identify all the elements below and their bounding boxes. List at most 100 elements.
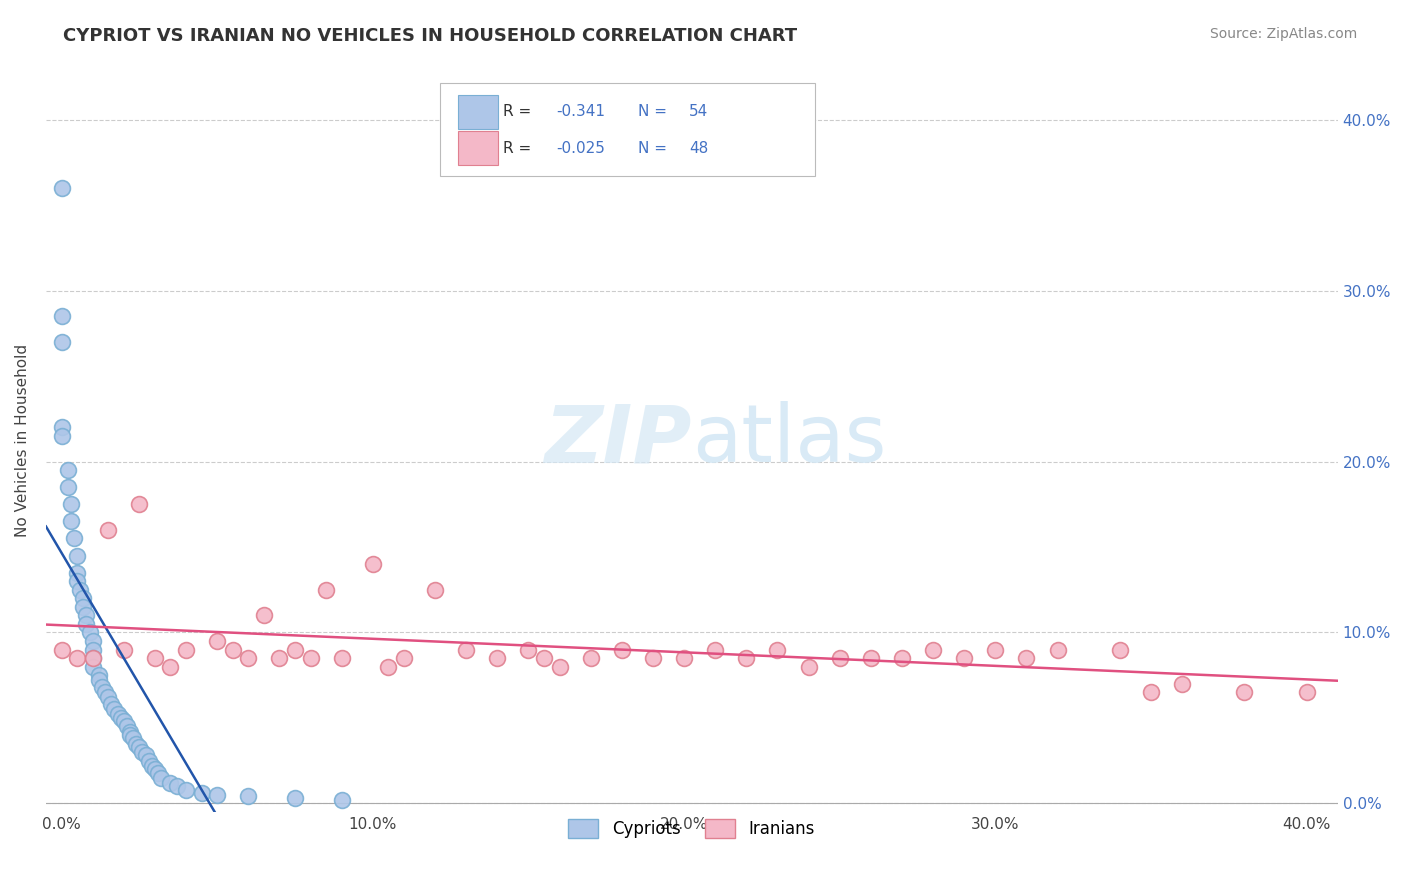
Point [141, 758, 163, 772]
Point [423, 582, 446, 597]
Point [91, 680, 114, 694]
Point [100, 697, 122, 711]
Point [922, 642, 945, 657]
Point [82, 642, 104, 657]
Point [56, 480, 79, 494]
Point [51, 181, 73, 195]
Point [222, 642, 245, 657]
Point [673, 651, 696, 665]
Text: -0.341: -0.341 [557, 104, 605, 120]
Point [72, 591, 94, 606]
Point [315, 582, 337, 597]
FancyBboxPatch shape [458, 95, 498, 128]
Point [533, 651, 555, 665]
Point [190, 786, 212, 800]
Text: CYPRIOT VS IRANIAN NO VEHICLES IN HOUSEHOLD CORRELATION CHART: CYPRIOT VS IRANIAN NO VEHICLES IN HOUSEH… [63, 27, 797, 45]
Point [159, 659, 181, 673]
Point [128, 739, 150, 754]
Point [51, 334, 73, 349]
Point [82, 659, 104, 673]
Point [138, 754, 160, 768]
Point [66, 566, 89, 580]
FancyBboxPatch shape [440, 83, 814, 177]
Point [361, 557, 384, 571]
Point [641, 651, 664, 665]
Point [125, 737, 148, 751]
Point [828, 651, 851, 665]
Point [456, 642, 478, 657]
Point [87, 673, 110, 688]
Point [51, 642, 73, 657]
Point [79, 625, 101, 640]
Point [103, 702, 125, 716]
Point [107, 707, 129, 722]
Point [859, 651, 882, 665]
Text: N =: N = [637, 141, 672, 155]
Point [118, 724, 141, 739]
Point [610, 642, 633, 657]
Point [122, 731, 145, 746]
Point [1233, 685, 1256, 699]
FancyBboxPatch shape [458, 131, 498, 165]
Point [797, 659, 820, 673]
Point [984, 642, 1007, 657]
Point [205, 634, 228, 648]
Point [253, 608, 276, 623]
Point [66, 651, 89, 665]
Point [1015, 651, 1038, 665]
Point [548, 659, 571, 673]
Point [75, 608, 97, 623]
Point [110, 711, 132, 725]
Point [517, 642, 540, 657]
Point [1108, 642, 1130, 657]
Point [704, 642, 727, 657]
Point [392, 651, 415, 665]
Point [118, 728, 141, 742]
Point [66, 574, 89, 589]
Point [143, 651, 166, 665]
Point [51, 429, 73, 443]
Point [238, 651, 260, 665]
Text: atlas: atlas [692, 401, 886, 479]
Point [330, 793, 353, 807]
Point [735, 651, 758, 665]
Point [269, 651, 291, 665]
Point [166, 779, 188, 793]
Text: N =: N = [637, 104, 672, 120]
Point [97, 690, 120, 705]
Point [284, 642, 307, 657]
Point [94, 685, 117, 699]
Point [75, 616, 97, 631]
Point [159, 776, 181, 790]
Text: R =: R = [503, 141, 536, 155]
Point [87, 668, 110, 682]
Point [953, 651, 976, 665]
Point [112, 642, 135, 657]
Point [1046, 642, 1069, 657]
Point [97, 523, 120, 537]
Point [486, 651, 509, 665]
Text: 48: 48 [689, 141, 709, 155]
Point [69, 582, 91, 597]
Point [174, 642, 197, 657]
Point [82, 634, 104, 648]
Point [131, 745, 153, 759]
Y-axis label: No Vehicles in Household: No Vehicles in Household [15, 343, 30, 537]
Point [51, 420, 73, 434]
Point [174, 782, 197, 797]
Legend: Cypriots, Iranians: Cypriots, Iranians [562, 812, 823, 845]
Point [135, 748, 157, 763]
Point [82, 651, 104, 665]
Point [146, 765, 169, 780]
Point [284, 791, 307, 805]
Point [766, 642, 789, 657]
Point [299, 651, 322, 665]
Text: ZIP: ZIP [544, 401, 692, 479]
Point [66, 549, 89, 563]
Point [56, 463, 79, 477]
Point [150, 771, 173, 785]
Text: 54: 54 [689, 104, 709, 120]
Point [128, 497, 150, 511]
Point [112, 714, 135, 729]
Point [72, 599, 94, 614]
